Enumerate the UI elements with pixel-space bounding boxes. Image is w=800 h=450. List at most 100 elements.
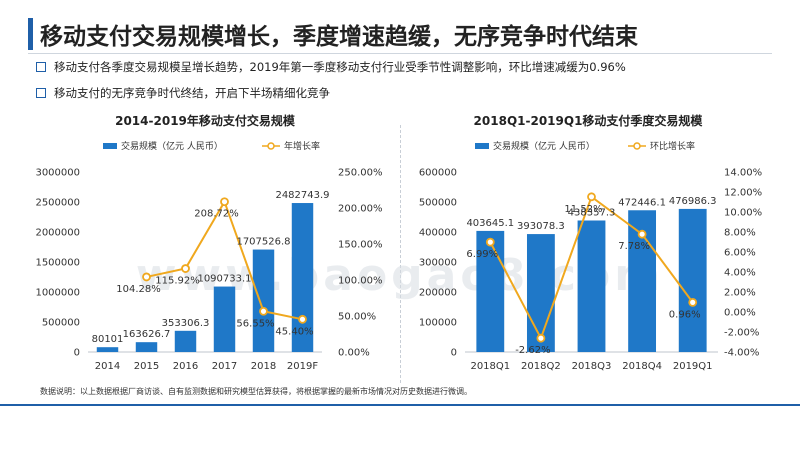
bar-data-label: 2482743.9 (275, 190, 329, 201)
bar-data-label: 353306.3 (162, 318, 210, 329)
y2-tick-label: 50.00% (338, 312, 376, 323)
bullet-text-1: 移动支付各季度交易规模呈增长趋势，2019年第一季度移动支付行业受季节性调整影响… (54, 60, 626, 74)
title-divider (28, 53, 772, 54)
y2-tick-label: 8.00% (724, 228, 756, 239)
chart-title: 2018Q1-2019Q1移动支付季度交易规模 (474, 113, 704, 128)
bar-data-label: 1707526.8 (236, 237, 290, 248)
growth-point (220, 197, 229, 207)
page-title: 移动支付交易规模增长，季度增速趋缓，无序竞争时代结束 (40, 24, 638, 50)
line-data-label: 115.92% (155, 276, 200, 287)
growth-point (298, 314, 307, 324)
y2-tick-label: -2.00% (724, 328, 759, 339)
bullet-text-2: 移动支付的无序竞争时代终结，开启下半场精细化竞争 (54, 86, 330, 100)
x-tick-label: 2014 (95, 361, 120, 372)
growth-point (637, 229, 647, 239)
y-tick-label: 3000000 (35, 168, 80, 179)
bar (96, 347, 119, 352)
x-tick-label: 2019F (287, 361, 318, 372)
line-data-label: 45.40% (275, 326, 313, 337)
y2-tick-label: 6.00% (724, 248, 756, 259)
x-tick-label: 2019Q1 (673, 361, 713, 372)
bar-data-label: 476986.3 (669, 196, 717, 207)
legend-line-marker (267, 142, 275, 150)
legend-bar-swatch (103, 143, 117, 149)
y-tick-label: 300000 (419, 258, 457, 269)
y2-tick-label: -4.00% (724, 348, 759, 359)
legend-bar-swatch (475, 143, 489, 149)
bar-data-label: 1090733.1 (197, 274, 251, 285)
growth-point (181, 264, 190, 273)
bar (678, 208, 707, 352)
legend-line-label: 环比增长率 (650, 140, 695, 152)
bar-data-label: 438357.3 (568, 207, 616, 218)
y-tick-label: 500000 (419, 198, 457, 209)
bar-data-label: 393078.3 (517, 221, 565, 232)
bullet-box-icon (36, 61, 46, 72)
growth-point (142, 272, 151, 282)
chart-title: 2014-2019年移动支付交易规模 (115, 113, 296, 128)
bar (135, 342, 158, 352)
y-tick-label: 200000 (419, 288, 457, 299)
line-data-label: 6.99% (466, 249, 498, 260)
footer-rule (0, 404, 800, 406)
y-tick-label: 100000 (419, 318, 457, 329)
bar (526, 234, 555, 352)
x-tick-label: 2017 (212, 361, 237, 372)
x-tick-label: 2016 (173, 361, 198, 372)
bar-data-label: 163626.7 (123, 329, 171, 340)
data-note: 数据说明：以上数据根据厂商访谈、自有监测数据和研究模型估算获得，将根据掌握的最新… (40, 387, 472, 396)
line-data-label: 11.52% (564, 204, 602, 215)
bar (213, 286, 236, 352)
growth-point (259, 306, 268, 316)
line-data-label: 7.78% (618, 241, 650, 252)
y-tick-label: 2500000 (35, 198, 80, 209)
bullet-point-1: 移动支付各季度交易规模呈增长趋势，2019年第一季度移动支付行业受季节性调整影响… (36, 59, 626, 75)
growth-point (587, 192, 596, 202)
bar (174, 330, 197, 352)
y-tick-label: 500000 (42, 318, 80, 329)
growth-point (485, 237, 495, 247)
title-accent-bar (28, 18, 33, 50)
x-tick-label: 2018Q3 (572, 361, 612, 372)
bar (291, 203, 314, 352)
x-tick-label: 2015 (134, 361, 159, 372)
legend-bar-label: 交易规模（亿元 人民币） (493, 140, 595, 152)
y2-tick-label: 0.00% (724, 308, 756, 319)
y2-tick-label: 10.00% (724, 208, 762, 219)
legend-line-marker (633, 142, 641, 150)
y2-tick-label: 0.00% (338, 348, 370, 359)
line-data-label: 0.96% (669, 309, 701, 320)
y2-tick-label: 12.00% (724, 188, 762, 199)
legend-bar-label: 交易规模（亿元 人民币） (121, 140, 223, 152)
growth-point (688, 297, 698, 307)
bar (476, 230, 505, 352)
legend-line-label: 年增长率 (284, 140, 320, 152)
y-tick-label: 400000 (419, 228, 457, 239)
line-data-label: -2.62% (515, 345, 550, 356)
y-tick-label: 0 (451, 348, 457, 359)
bullet-box-icon (36, 87, 46, 98)
y-tick-label: 600000 (419, 168, 457, 179)
line-data-label: 208.72% (194, 209, 239, 220)
y-tick-label: 1500000 (35, 258, 80, 269)
x-tick-label: 2018Q1 (470, 361, 510, 372)
y2-tick-label: 250.00% (338, 168, 383, 179)
bullet-point-2: 移动支付的无序竞争时代终结，开启下半场精细化竞争 (36, 85, 330, 101)
y2-tick-label: 100.00% (338, 276, 383, 287)
bar-data-label: 472446.1 (618, 197, 666, 208)
bar-data-label: 80101 (92, 334, 124, 345)
x-tick-label: 2018Q2 (521, 361, 561, 372)
bar (577, 220, 606, 352)
bar (252, 249, 275, 352)
x-tick-label: 2018 (251, 361, 276, 372)
chart-separator (400, 125, 401, 383)
y-tick-label: 2000000 (35, 228, 80, 239)
line-data-label: 56.55% (236, 318, 274, 329)
bar-data-label: 403645.1 (466, 218, 514, 229)
y2-tick-label: 150.00% (338, 240, 383, 251)
y-tick-label: 0 (74, 348, 80, 359)
y2-tick-label: 14.00% (724, 168, 762, 179)
